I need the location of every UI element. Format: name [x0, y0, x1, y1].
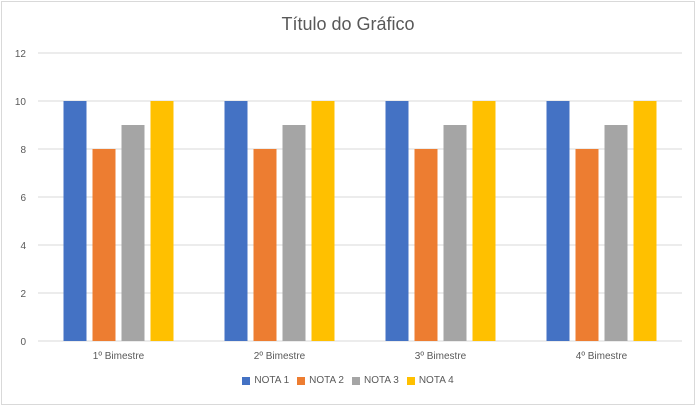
bar-nota-4-2	[311, 101, 335, 341]
x-category-label: 1º Bimestre	[93, 351, 145, 362]
y-tick-label: 8	[20, 145, 26, 156]
legend-item: NOTA 4	[406, 375, 454, 386]
y-tick-label: 6	[20, 193, 26, 204]
x-category-label: 4º Bimestre	[576, 351, 628, 362]
bar-nota-3-1	[121, 125, 145, 341]
legend-item: NOTA 2	[297, 375, 344, 386]
bar-nota-2-4	[575, 149, 599, 341]
legend-label: NOTA 2	[309, 375, 344, 386]
bar-nota-3-3	[443, 125, 467, 341]
bar-nota-1-3	[385, 101, 409, 341]
y-tick-label: 2	[20, 289, 26, 300]
bar-nota-3-4	[604, 125, 628, 341]
bar-nota-3-2	[282, 125, 306, 341]
bar-nota-4-1	[150, 101, 174, 341]
bar-nota-4-4	[633, 101, 657, 341]
legend-swatch	[242, 376, 251, 385]
y-tick-label: 4	[20, 241, 26, 252]
legend-swatch	[406, 376, 415, 385]
legend-swatch	[352, 376, 360, 385]
legend-label: NOTA 3	[364, 375, 399, 386]
bar-nota-4-3	[472, 101, 496, 341]
y-tick-label: 0	[20, 337, 26, 348]
legend-item: NOTA 1	[242, 375, 289, 386]
bar-nota-1-4	[546, 101, 570, 341]
legend-label: NOTA 4	[418, 375, 454, 386]
x-category-label: 2º Bimestre	[254, 351, 306, 362]
legend-label: NOTA 1	[254, 375, 290, 386]
chart-legend: NOTA 1 NOTA 2 NOTA 3 NOTA 4	[2, 375, 694, 386]
legend-swatch	[297, 376, 306, 385]
y-tick-label: 10	[15, 97, 27, 108]
x-category-label: 3º Bimestre	[415, 351, 467, 362]
bar-nota-1-2	[224, 101, 248, 341]
y-tick-label: 12	[15, 49, 27, 60]
bar-nota-2-1	[92, 149, 116, 341]
bar-nota-2-2	[253, 149, 277, 341]
chart-title: Título do Gráfico	[281, 14, 415, 34]
legend-item: NOTA 3	[352, 375, 399, 386]
bar-nota-2-3	[414, 149, 438, 341]
bar-nota-1-1	[63, 101, 87, 341]
